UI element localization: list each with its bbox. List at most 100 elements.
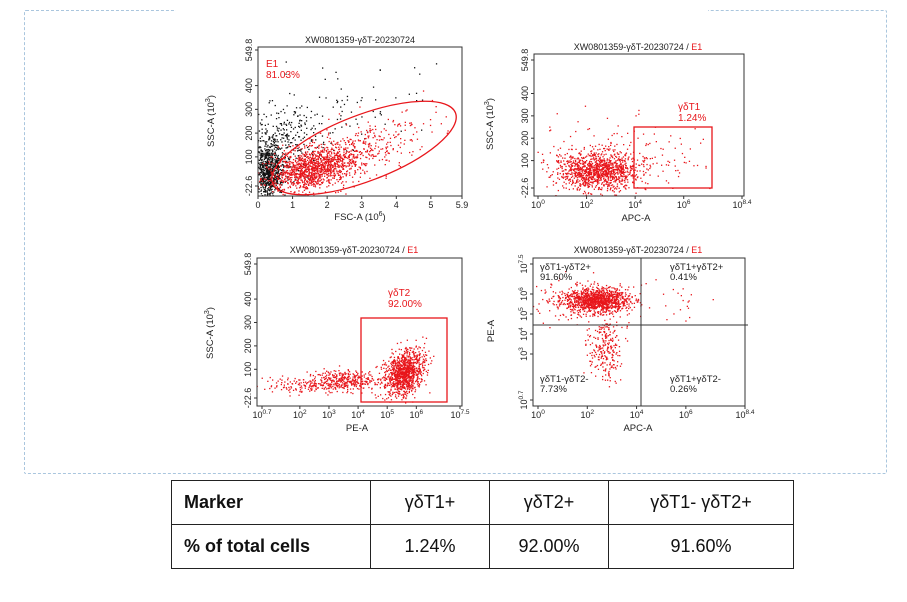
event-dot-gated [620,169,623,171]
event-dot-ungated [271,188,273,190]
event-dot-gated [685,162,687,164]
event-dot-gated [421,363,423,365]
event-dot-gated [324,173,326,175]
event-dot-ungated [267,182,270,184]
event-dot-gated [401,376,403,378]
event-dot-ungated [419,73,421,75]
event-dot-ungated [269,154,271,156]
event-dot-gated [406,392,409,395]
event-dot-gated [281,176,283,178]
event-dot-gated [326,374,328,376]
event-dot-gated [350,159,352,161]
event-dot-gated [585,183,587,185]
event-dot-ungated [271,169,274,172]
event-dot-gated [322,156,324,158]
event-dot-gated [277,178,279,180]
event-dot-gated [290,174,292,176]
event-dot-gated [385,373,387,375]
event-dot-gated [353,154,355,156]
event-dot-gated [300,159,302,162]
event-dot-gated [617,178,619,180]
event-dot-gated [312,192,315,194]
event-dot-gated [541,153,544,155]
event-dot-gated [617,125,619,127]
event-dot-gated [385,146,387,148]
event-dot-gated [345,157,347,159]
event-dot-gated [579,153,581,155]
event-dot-gated [330,179,332,181]
event-dot-gated [411,382,414,384]
y-tick-label: 100 [244,149,254,164]
event-dot-gated [300,169,302,171]
event-dot-gated [323,159,326,161]
event-dot-gated [395,391,397,393]
event-dot-gated [677,175,680,178]
event-dot-gated [605,162,608,164]
event-dot-gated [603,147,606,150]
event-dot-gated [341,162,343,165]
event-dot-gated [411,371,413,373]
event-dot-gated [307,174,310,176]
event-dot-ungated [277,159,279,162]
event-dot-gated [263,184,265,186]
event-dot-gated [314,166,317,168]
event-dot-gated [306,166,308,169]
event-dot-gated [559,147,562,149]
event-dot-gated [602,161,604,163]
event-dot-ungated [296,144,298,146]
event-dot-gated [597,165,599,168]
event-dot-gated [398,371,400,374]
event-dot-gated [411,378,413,380]
event-dot-gated [598,153,600,155]
event-dot-gated [401,360,403,363]
event-dot-gated [324,171,326,173]
event-dot-ungated [255,162,256,163]
event-dot-gated [310,165,312,167]
event-dot-gated [410,380,413,382]
event-dot-ungated [266,169,268,171]
event-dot-gated [592,168,594,170]
event-dot-gated [556,160,558,163]
event-dot-gated [552,180,555,183]
event-dot-gated [605,172,608,175]
event-dot-ungated [275,180,278,182]
event-dot-gated [549,126,551,128]
event-dot-ungated [314,114,316,116]
event-dot-ungated [277,112,280,115]
event-dot-ungated [268,172,270,174]
event-dot-gated [565,187,567,189]
event-dot-gated [597,149,599,151]
event-dot-gated [576,171,578,173]
event-dot-gated [394,377,396,379]
event-dot-gated [577,169,579,171]
event-dot-gated [662,148,664,150]
event-dot-gated [330,166,332,168]
event-dot-gated [561,166,563,168]
event-dot-gated [295,164,297,166]
event-dot-gated [297,168,299,171]
event-dot-ungated [297,155,299,157]
event-dot-ungated [435,63,438,65]
event-dot-gated [348,140,350,142]
event-dot-gated [598,176,601,179]
event-dot-gated [621,175,623,178]
event-dot-gated [394,384,396,386]
event-dot-gated [384,164,386,166]
event-dot-ungated [262,174,264,176]
event-dot-gated [375,145,377,147]
event-dot-gated [597,163,599,165]
event-dot-gated [621,170,623,173]
event-dot-gated [397,389,399,391]
event-dot-gated [350,153,353,156]
event-dot-ungated [307,177,309,179]
event-dot-ungated [254,106,255,107]
event-dot-gated [408,371,410,373]
event-dot-gated [599,179,601,181]
event-dot-gated [388,160,390,162]
event-dot-gated [561,175,563,178]
event-dot-gated [401,365,403,368]
event-dot-ungated [262,177,264,179]
event-dot-gated [398,362,400,364]
event-dot-gated [412,374,414,376]
event-dot-ungated [261,169,263,171]
